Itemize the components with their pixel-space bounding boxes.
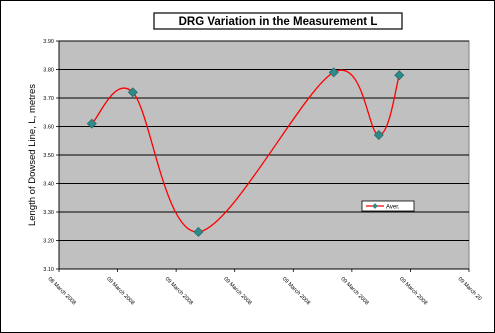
y-tick-label: 3.90 [43,39,54,45]
y-tick-label: 3.70 [43,96,54,102]
y-tick-label: 3.10 [43,267,54,273]
data-point-marker [328,67,339,78]
y-tick-label: 3.20 [43,239,54,245]
y-axis-title: Length of Dowsed Line, L, metres [27,84,38,226]
y-tick-label: 3.30 [43,210,54,216]
data-point-marker [394,70,405,81]
y-tick-label: 3.60 [43,125,54,131]
data-point-marker [127,87,138,98]
y-tick-label: 3.50 [43,153,54,159]
data-point-marker [193,227,204,237]
chart-title: DRG Variation in the Measurement L [179,16,378,28]
legend-marker-sample [372,203,378,209]
data-point-marker [373,130,384,140]
legend-box [361,200,415,212]
chart-title-box [153,12,403,30]
legend: Aver. [361,200,415,212]
data-point-marker [86,118,97,129]
legend-entry-label: Aver. [386,205,400,211]
y-axis: 3.10 3.20 3.30 3.40 3.50 3.60 3.70 3.80 3.90 [43,39,60,273]
y-tick-label: 3.40 [43,182,54,188]
series-layer [86,67,405,237]
y-tick-label: 3.80 [43,68,54,74]
